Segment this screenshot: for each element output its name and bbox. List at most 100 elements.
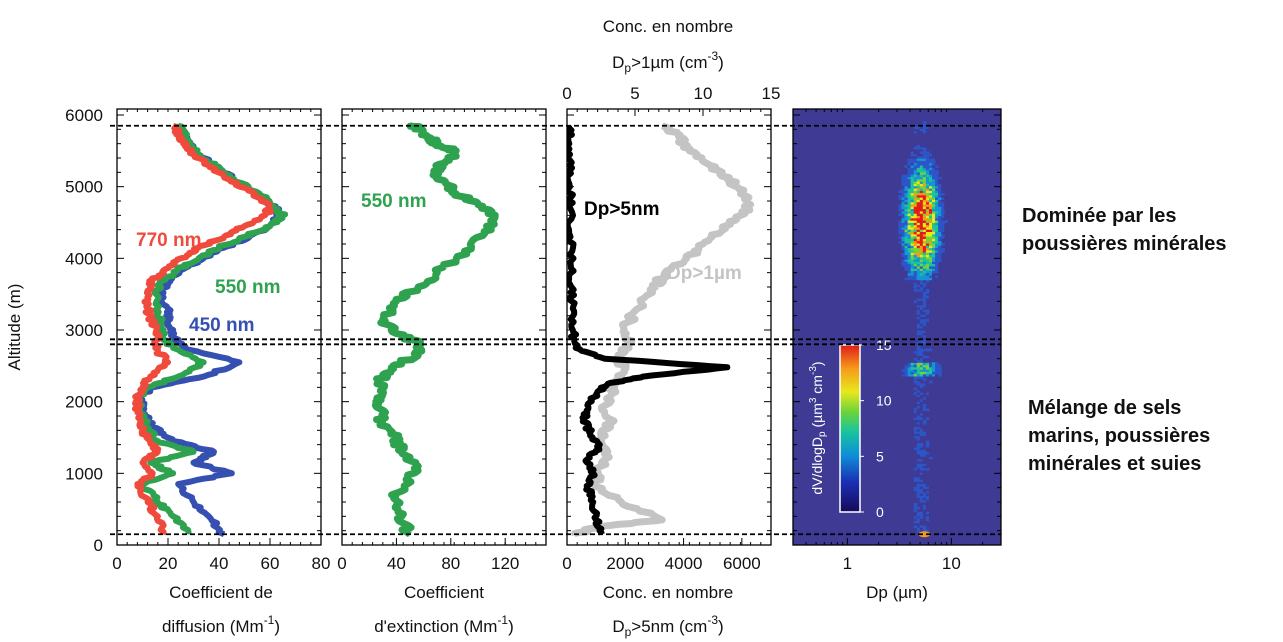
colorbar-label: dV/dlogDp (µm3 cm-3) [808,361,828,494]
heatmap-cell [910,236,915,239]
heatmap-cell [922,192,927,196]
boundary-lines [110,124,1001,536]
heatmap-cell [913,300,918,304]
heatmap-cell [938,224,942,228]
heatmap-cell [913,421,918,425]
heatmap-cell [922,357,927,361]
heatmap-cells [895,121,948,538]
heatmap-cell [913,415,918,418]
heatmap-cell [922,213,927,216]
panel3-top-tick-label: 15 [762,84,781,103]
heatmap-cell [913,408,918,411]
heatmap-cell [910,300,915,304]
heatmap-cell [913,151,918,155]
heatmap-cell [925,522,930,526]
heatmap-cell [938,369,942,372]
heatmap-cell [922,502,927,505]
heatmap-cell [913,504,918,508]
heatmap-cell [922,316,927,320]
heatmap-cell [925,392,930,395]
heatmap-cell [913,339,918,343]
panel2-x-tick-label: 120 [491,554,519,573]
heatmap-cell [919,431,924,434]
heatmap-cell [910,366,915,370]
heatmap-cell [925,309,930,313]
heatmap-cell [916,142,921,145]
heatmap-cell [907,398,912,402]
heatmap-cell [929,220,933,223]
heatmap-cell [925,495,930,499]
heatmap-cell [913,483,918,487]
heatmap-cell [932,483,936,487]
heatmap-cell [919,460,924,464]
heatmap-cell [944,206,948,210]
heatmap-cell [922,437,927,441]
heatmap-cell [916,210,921,214]
heatmap-cell [925,261,930,265]
heatmap-cell [935,256,939,260]
heatmap-cell [922,270,927,274]
heatmap-cell [919,128,924,132]
heatmap-cell [913,249,918,253]
heatmap-cell [907,249,912,253]
panel4-x-tick-label: 10 [942,554,961,573]
heatmap-cell [922,504,927,508]
heatmap-cell [925,394,930,398]
heatmap-cell [932,215,936,219]
heatmap-cell [929,490,933,494]
heatmap-cell [901,169,906,173]
heatmap-cell [916,275,921,278]
heatmap-cell [904,371,909,375]
heatmap-cell [913,224,918,228]
heatmap-cell [941,256,945,260]
heatmap-cell [910,210,915,214]
heatmap-cell [922,408,927,411]
heatmap-cell [922,190,927,194]
heatmap-cell [925,366,930,370]
heatmap-cell [907,369,912,372]
heatmap-cell [932,529,936,533]
heatmap-cell [910,323,915,327]
heatmap-cell [913,272,918,276]
heatmap-cell [925,130,930,134]
heatmap-cell [919,472,924,476]
heatmap-cell [904,369,909,372]
heatmap-cell [901,238,906,242]
heatmap-cell [916,233,921,237]
heatmap-cell [907,231,912,235]
heatmap-cell [919,504,924,508]
heatmap-cell [913,479,918,482]
heatmap-cell [922,327,927,331]
heatmap-cell [910,121,915,125]
heatmap-cell [922,222,927,226]
heatmap-cell [932,270,936,274]
heatmap-cell [907,502,912,505]
heatmap-cell [938,236,942,239]
heatmap-cell [901,213,906,216]
heatmap-cell [919,121,924,125]
heatmap-cell [929,128,933,132]
heatmap-cell [932,201,936,205]
heatmap-cell [916,130,921,134]
heatmap-cell [916,240,921,244]
heatmap-cell [929,245,933,249]
heatmap-cell [913,343,918,347]
heatmap-cell [919,529,924,533]
heatmap-cell [907,204,912,207]
heatmap-cell [925,268,930,271]
heatmap-cell [922,350,927,354]
heatmap-cell [929,243,933,246]
heatmap-cell [919,488,924,492]
heatmap-cell [929,465,933,469]
heatmap-cell [910,481,915,485]
heatmap-cell [925,401,930,404]
heatmap-cell [944,197,948,200]
heatmap-cell [925,325,930,329]
series-label-dp1um: Dp>1µm [667,263,742,284]
heatmap-cell [932,481,936,485]
heatmap-cell [916,284,921,288]
heatmap-cell [935,169,939,173]
heatmap-cell [913,259,918,262]
heatmap-cell [916,309,921,313]
